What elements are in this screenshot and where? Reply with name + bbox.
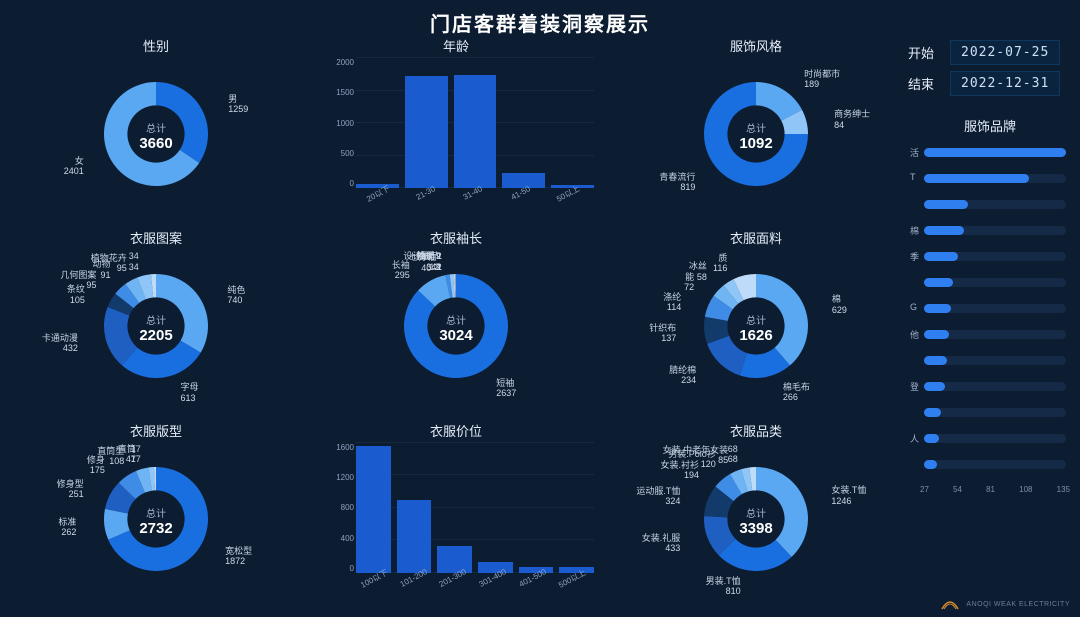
slice-label: 女装.T恤1246	[831, 485, 866, 506]
brand-bar[interactable]	[924, 174, 1029, 183]
brand-label: 季	[910, 250, 920, 263]
brand-bar[interactable]	[924, 304, 951, 313]
brand-row: T	[910, 169, 1070, 189]
slice-label: 腈纶棉234	[669, 365, 696, 386]
panel-title: 年龄	[306, 34, 606, 55]
brand-bar[interactable]	[924, 382, 945, 391]
donut-center-gender: 总计3660	[126, 120, 186, 152]
end-label: 结束	[908, 74, 940, 93]
bar[interactable]	[356, 446, 391, 573]
slice-label: 纯色740	[227, 285, 245, 306]
brand-row: 活	[910, 143, 1070, 163]
brand-bar[interactable]	[924, 148, 1066, 157]
right-column: 开始 2022-07-25 结束 2022-12-31 服饰品牌 活 T 棉季 G 他登…	[906, 34, 1074, 611]
slice-label: 冰丝58	[689, 261, 707, 282]
donut-center-sleeve: 总计3024	[426, 312, 486, 344]
start-label: 开始	[908, 43, 940, 62]
panel-title: 衣服价位	[306, 419, 606, 440]
slice-label: 3434	[129, 251, 139, 272]
slice-label: 男1259	[228, 94, 248, 115]
donut-center-category: 总计3398	[726, 505, 786, 537]
slice-label: 棉毛布266	[783, 382, 810, 403]
brand-label: 人	[910, 432, 920, 445]
end-date-row: 结束 2022-12-31	[908, 71, 1074, 96]
brand-bar[interactable]	[924, 356, 947, 365]
slice-label: 青春流行819	[659, 172, 695, 193]
brand-bar[interactable]	[924, 278, 953, 287]
donut-center-fabric: 总计1626	[726, 312, 786, 344]
slice-label: 时尚都市189	[804, 69, 840, 90]
bar-chart-price: 040080012001600100以下101-200201-300301-40…	[336, 439, 598, 591]
bar-chart-age: 050010001500200020以下21-3031-4041-5050以上	[336, 54, 598, 206]
slice-label: 短袖2637	[496, 378, 516, 399]
brand-bar[interactable]	[924, 200, 968, 209]
footer-brand: ANOQI WEAK ELECTRICITY	[940, 597, 1070, 611]
bar[interactable]	[454, 75, 497, 188]
slice-label: 女装.礼服433	[642, 533, 681, 554]
brand-label: 活	[910, 146, 920, 159]
brand-label: 棉	[910, 224, 920, 237]
slice-label: 商务绅士84	[834, 109, 870, 130]
brand-bar[interactable]	[924, 408, 941, 417]
slice-label: 6868	[728, 444, 738, 465]
slice-label: 涤纶114	[663, 292, 681, 313]
brand-label: 登	[910, 380, 920, 393]
brand-panel-title: 服饰品牌	[906, 116, 1074, 135]
chart-grid: 性别总计3660男1259女2401 年龄050010001500200020以…	[6, 34, 900, 611]
brand-label: G	[910, 302, 920, 312]
slice-label: 1717	[131, 444, 141, 465]
brand-row	[910, 351, 1070, 371]
brand-bar[interactable]	[924, 330, 949, 339]
slice-label: 植物花卉95	[91, 253, 127, 274]
brand-bar[interactable]	[924, 460, 937, 469]
brand-row: 人	[910, 429, 1070, 449]
brand-row	[910, 403, 1070, 423]
slice-label: 针织布137	[649, 323, 676, 344]
bar[interactable]	[397, 500, 432, 573]
brand-label: T	[910, 172, 920, 182]
slice-label: 男装.T恤810	[706, 576, 741, 597]
slice-label: 卡通动漫432	[42, 333, 78, 354]
donut-center-fit: 总计2732	[126, 505, 186, 537]
end-date-input[interactable]: 2022-12-31	[950, 71, 1060, 96]
slice-label: 质116	[713, 253, 727, 274]
donut-center-style: 总计1092	[726, 120, 786, 152]
brand-row	[910, 455, 1070, 475]
slice-label: 宽松型1872	[225, 546, 252, 567]
brand-row	[910, 273, 1070, 293]
brand-axis: 275481108135	[906, 481, 1074, 494]
brand-row: 登	[910, 377, 1070, 397]
slice-label: 修身型251	[57, 479, 84, 500]
brand-bar[interactable]	[924, 226, 964, 235]
slice-label: 女装.中老年女装85	[663, 445, 729, 466]
brand-row: 他	[910, 325, 1070, 345]
brand-row: G	[910, 299, 1070, 319]
brand-row: 季	[910, 247, 1070, 267]
slice-label: 领型 11	[416, 251, 442, 272]
brand-bar[interactable]	[924, 252, 958, 261]
brand-bar[interactable]	[924, 434, 939, 443]
start-date-input[interactable]: 2022-07-25	[950, 40, 1060, 65]
slice-label: 女2401	[64, 156, 84, 177]
slice-label: 字母613	[180, 382, 198, 403]
slice-label: 运动服.T恤324	[636, 486, 680, 507]
brand-row: 棉	[910, 221, 1070, 241]
bar[interactable]	[405, 76, 448, 188]
brand-label: 他	[910, 328, 920, 341]
brand-row	[910, 195, 1070, 215]
brand-bar-list: 活 T 棉季 G 他登人	[906, 143, 1074, 475]
slice-label: 标准262	[58, 517, 76, 538]
start-date-row: 开始 2022-07-25	[908, 40, 1074, 65]
donut-center-pattern: 总计2205	[126, 312, 186, 344]
slice-label: 棉629	[832, 294, 847, 315]
